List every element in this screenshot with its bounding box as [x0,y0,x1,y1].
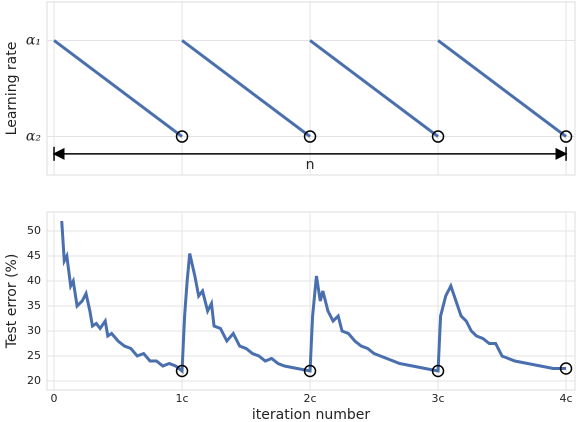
marker-circle [559,130,573,143]
y-tick-label: 40 [27,274,41,287]
annotation-label: n [306,157,315,173]
marker-circle [303,130,317,143]
marker-circle [303,364,317,378]
plot-area [46,211,576,391]
y-tick-label: α₂ [26,129,41,145]
y-tick-label: 20 [27,374,41,387]
data-line [53,39,567,138]
y-tick-label: α₁ [26,32,41,48]
x-tick-label: 0 [51,392,58,405]
marker-circle [175,364,189,378]
x-tick-label: 2c [304,392,317,405]
x-tick-label: 1c [176,392,189,405]
marker-circle [431,130,445,143]
x-tick-label: 3c [432,392,445,405]
x-axis-label: iteration number [252,407,370,422]
y-tick-label: 35 [27,299,41,312]
data-line [60,220,567,374]
y-tick-label: 45 [27,249,41,262]
y-tick-label: 25 [27,349,41,362]
marker-circle [559,362,573,375]
y-tick-label: 30 [27,324,41,337]
y-axis-label: Learning rate [4,42,20,136]
y-axis-label: Test error (%) [4,254,20,350]
y-tick-label: 50 [27,224,41,237]
x-tick-label: 4c [560,392,573,405]
plot-area [46,1,576,176]
marker-circle [175,130,189,143]
marker-circle [431,364,445,378]
